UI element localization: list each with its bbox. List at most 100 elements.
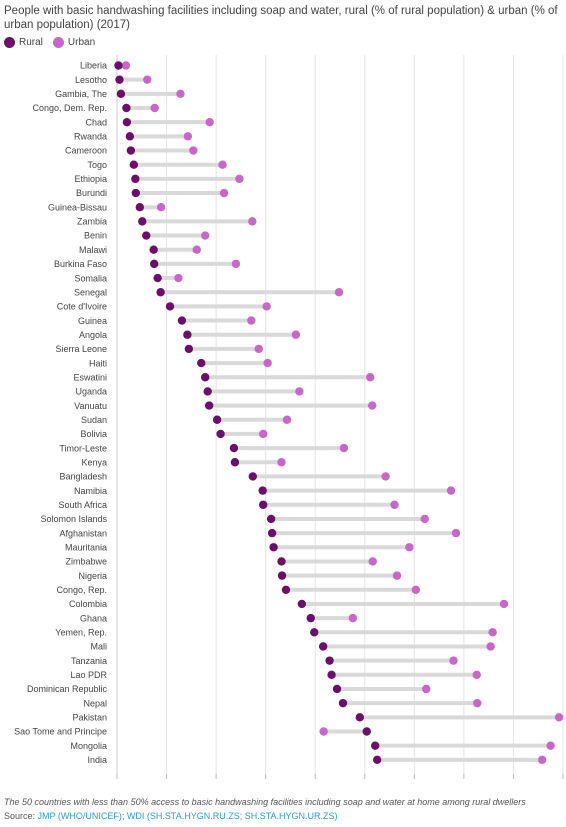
urban-point (192, 245, 201, 254)
urban-point (219, 188, 229, 198)
urban-point (150, 103, 159, 113)
rural-point (248, 472, 257, 481)
urban-point (411, 585, 421, 594)
category-label: Benin (84, 231, 107, 241)
rural-point (229, 443, 239, 453)
rural-point (306, 613, 315, 623)
legend-item-rural[interactable]: Rural (4, 37, 43, 48)
category-label: Lao PDR (70, 670, 107, 680)
category-label: Kenya (81, 457, 107, 467)
rural-point (277, 571, 287, 580)
category-label: Dominican Republic (27, 684, 108, 694)
category-label: Ghana (80, 613, 107, 623)
rural-point (125, 132, 135, 141)
category-label: Ethiopia (74, 174, 107, 184)
rural-point (129, 160, 139, 169)
urban-point (282, 415, 292, 424)
rural-point (332, 684, 342, 694)
urban-point (319, 727, 328, 736)
urban-point (295, 387, 304, 396)
footnote: The 50 countries with less than 50% acce… (4, 797, 526, 807)
rural-point (142, 231, 151, 240)
source-link-jmp[interactable]: JMP (WHO/UNICEF) (37, 811, 122, 821)
category-label: Sierra Leone (55, 344, 107, 354)
source-line: Source: JMP (WHO/UNICEF); WDI (SH.STA.HY… (4, 811, 338, 821)
rural-point (201, 373, 210, 382)
rural-point (138, 217, 147, 226)
rural-point (318, 642, 328, 651)
source-link-wdi[interactable]: WDI (SH.STA.HYGN.RU.ZS; SH.STA.HYGN.UR.Z… (126, 811, 338, 821)
urban-point (247, 316, 256, 325)
category-label: Rwanda (74, 132, 107, 142)
category-label: Pakistan (72, 713, 107, 723)
urban-point (390, 500, 399, 509)
rural-point (177, 316, 187, 325)
legend-urban-label: Urban (67, 37, 96, 48)
category-label: Nigeria (78, 571, 107, 581)
urban-point (231, 259, 241, 269)
rural-point (362, 727, 371, 736)
category-label: Mauritania (65, 542, 107, 552)
category-label: Guinea (78, 316, 107, 326)
rural-point (131, 188, 141, 198)
category-label: Nepal (83, 698, 107, 708)
category-label: Angola (79, 330, 107, 340)
category-label: Somalia (74, 273, 107, 283)
rural-point (184, 344, 194, 354)
category-label: Eswatini (73, 372, 107, 382)
urban-point (537, 755, 547, 765)
category-label: Senegal (74, 287, 107, 297)
rural-point (310, 628, 319, 637)
category-label: Zambia (77, 217, 107, 227)
category-label: Namibia (74, 486, 107, 496)
urban-point (422, 684, 431, 694)
category-label: Tanzania (71, 656, 107, 666)
urban-point (254, 344, 263, 354)
legend: Rural Urban (4, 37, 105, 48)
rural-point (116, 89, 126, 99)
urban-point (554, 713, 564, 722)
rural-point (355, 713, 365, 722)
rural-point (204, 401, 214, 410)
legend-item-urban[interactable]: Urban (52, 37, 96, 48)
urban-point (156, 203, 166, 212)
rural-point (122, 103, 131, 113)
urban-point (189, 146, 198, 155)
rural-point (149, 259, 159, 269)
urban-point (121, 61, 131, 70)
urban-point (473, 698, 482, 708)
legend-urban-swatch (52, 37, 64, 48)
category-label: Congo, Dem. Rep. (32, 103, 107, 113)
rural-point (122, 117, 132, 127)
urban-point (205, 117, 214, 127)
rural-point (277, 557, 286, 566)
rural-point (338, 698, 348, 708)
rural-point (258, 500, 268, 509)
source-prefix: Source: (4, 811, 38, 821)
rural-point (135, 203, 144, 212)
urban-point (499, 599, 509, 609)
rural-point (230, 458, 240, 467)
urban-point (546, 741, 555, 750)
category-label: Burundi (76, 188, 107, 198)
rural-point (266, 514, 276, 524)
rural-point (183, 330, 192, 339)
category-label: Congo, Rep. (56, 585, 107, 595)
legend-rural-swatch (4, 37, 15, 48)
category-label: Yemen, Rep. (55, 628, 107, 638)
category-label: India (87, 755, 107, 765)
rural-point (216, 429, 225, 439)
urban-point (381, 472, 390, 481)
urban-point (248, 217, 257, 226)
rural-point (297, 599, 307, 609)
source-separator: ; (121, 811, 127, 821)
category-label: Timor-Leste (59, 443, 107, 453)
urban-point (291, 330, 301, 339)
rural-point (267, 528, 277, 538)
category-label: Bangladesh (59, 472, 107, 482)
urban-point (472, 670, 481, 680)
urban-point (405, 543, 414, 552)
category-label: Chad (85, 117, 107, 127)
category-label: Malawi (79, 245, 107, 255)
category-label: Bolivia (80, 429, 107, 439)
